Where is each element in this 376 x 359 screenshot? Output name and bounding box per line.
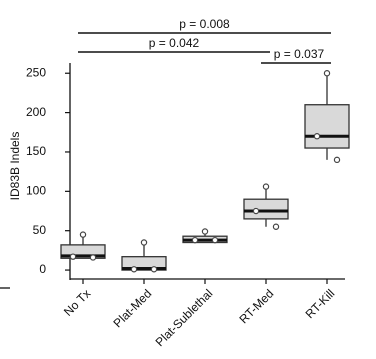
p-value-label: p = 0.042 xyxy=(149,36,200,50)
box xyxy=(304,104,350,149)
data-point xyxy=(89,254,97,261)
data-point xyxy=(140,239,148,246)
y-tick-label: 0 xyxy=(39,262,46,276)
x-tick-label: RT-Med xyxy=(236,286,276,326)
data-point xyxy=(211,236,219,244)
data-point xyxy=(313,133,321,140)
data-point xyxy=(130,266,138,273)
data-point xyxy=(191,236,199,244)
data-point xyxy=(333,156,341,164)
y-axis-label: ID83B Indels xyxy=(8,132,22,201)
p-value-label: p = 0.008 xyxy=(179,17,230,31)
y-tick-label: 250 xyxy=(26,65,46,79)
y-tick-label: 200 xyxy=(26,105,46,119)
data-point xyxy=(150,266,158,273)
data-point xyxy=(252,207,260,215)
x-tick-label: No Tx xyxy=(61,286,93,318)
data-point xyxy=(262,183,270,190)
x-tick-label: Plat-Sublethal xyxy=(153,286,216,349)
y-tick-label: 100 xyxy=(26,184,46,198)
data-point xyxy=(272,223,280,230)
data-point xyxy=(323,70,331,77)
y-tick-label: 50 xyxy=(33,223,47,237)
y-tick-label: 150 xyxy=(26,144,46,158)
p-value-label: p = 0.037 xyxy=(274,47,325,61)
x-tick-label: Plat-Med xyxy=(111,286,155,330)
data-point xyxy=(201,228,209,235)
data-point xyxy=(69,253,77,260)
box xyxy=(243,198,289,220)
data-point xyxy=(79,231,87,238)
x-tick-label: RT-Kill xyxy=(303,286,338,321)
